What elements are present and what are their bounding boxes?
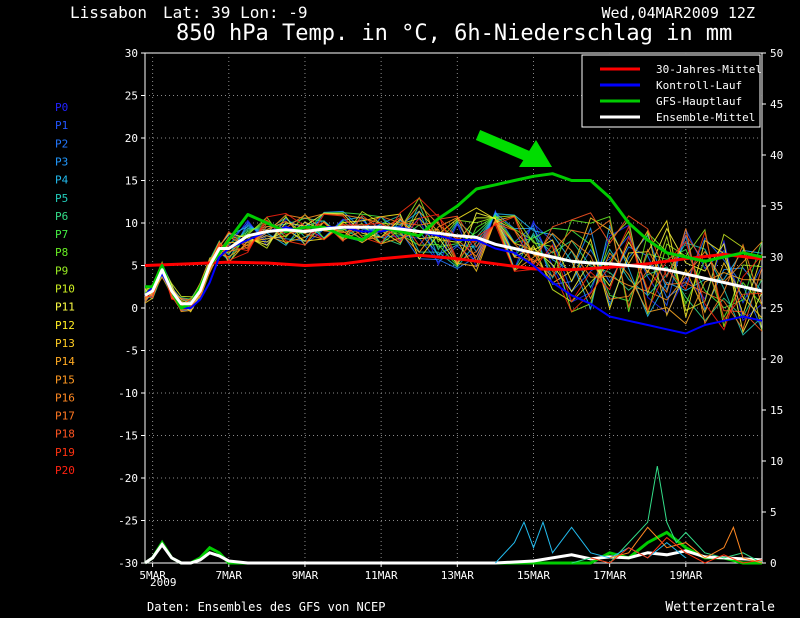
member-label-list: P0 P1 P2 P3 P4 P5 P6 P7 P8 P9 P10 P11 P12 P13 P14 P15 P1…	[55, 101, 75, 477]
member-label-p16: P16	[55, 391, 75, 404]
y-right-tick-label: 25	[770, 302, 783, 315]
y-right-tick-label: 45	[770, 98, 783, 111]
y-axis-left: 30 25 20 15 10 5 0 -5 -10 -15 -20 -25 -30	[118, 47, 145, 570]
coords-label: Lat: 39 Lon: -9	[163, 3, 308, 22]
member-label-p5: P5	[55, 192, 68, 205]
legend: 30-Jahres-Mittel Kontroll-Lauf GFS-Haupt…	[581, 54, 762, 128]
y-left-tick-label: -20	[118, 472, 138, 485]
temp-line-mean	[144, 225, 763, 306]
chart-title: 850 hPa Temp. in °C, 6h-Niederschlag in …	[176, 21, 732, 46]
y-right-tick-label: 30	[770, 251, 783, 264]
x-tick-label: 15MAR	[517, 569, 550, 582]
precip-line-p16	[609, 525, 763, 564]
data-source-label: Daten: Ensembles des GFS von NCEP	[147, 600, 385, 614]
x-tick-label: 19MAR	[669, 569, 702, 582]
legend-label-mean: Ensemble-Mittel	[656, 111, 755, 124]
y-left-tick-label: -15	[118, 430, 138, 443]
legend-label-control: Kontroll-Lauf	[656, 79, 742, 92]
x-tick-label: 5MAR	[139, 569, 166, 582]
member-label-p9: P9	[55, 264, 68, 277]
member-label-p4: P4	[55, 174, 69, 187]
member-label-p1: P1	[55, 119, 68, 132]
temp-line-climate	[144, 252, 763, 272]
legend-label-gfs: GFS-Hauptlauf	[656, 95, 742, 108]
member-label-p15: P15	[55, 373, 75, 386]
member-label-p0: P0	[55, 101, 68, 114]
grid-lines	[145, 53, 762, 563]
x-tick-label: 13MAR	[441, 569, 474, 582]
x-axis: 2009 5MAR 7MAR 9MAR 11MAR 13MAR 15MAR 17MAR 19M…	[139, 563, 703, 589]
y-right-tick-label: 20	[770, 353, 783, 366]
member-label-p18: P18	[55, 428, 75, 441]
member-label-p3: P3	[55, 155, 68, 168]
member-label-p6: P6	[55, 210, 68, 223]
y-left-tick-label: 10	[125, 217, 138, 230]
member-label-p14: P14	[55, 355, 75, 368]
y-left-tick-label: -5	[125, 345, 138, 358]
x-year-label: 2009	[150, 576, 177, 589]
y-right-tick-label: 0	[770, 557, 777, 570]
x-tick-label: 17MAR	[593, 569, 626, 582]
x-tick-label: 9MAR	[292, 569, 319, 582]
run-date-label: Wed,04MAR2009 12Z	[601, 4, 755, 22]
arrow-annotation	[475, 129, 552, 167]
y-right-tick-label: 35	[770, 200, 783, 213]
arrow-shaft	[475, 129, 535, 164]
member-label-p19: P19	[55, 446, 75, 459]
y-right-tick-label: 5	[770, 506, 777, 519]
y-left-tick-label: 30	[125, 47, 138, 60]
y-left-tick-label: 15	[125, 175, 138, 188]
ensemble-member-line-p15	[144, 213, 763, 308]
y-left-tick-label: -25	[118, 515, 138, 528]
legend-box	[581, 54, 761, 128]
y-right-tick-label: 50	[770, 47, 783, 60]
y-right-tick-label: 10	[770, 455, 783, 468]
location-label: Lissabon	[70, 3, 147, 22]
ensemble-member-line-p17	[144, 214, 763, 331]
brand-label: Wetterzentrale	[665, 600, 775, 615]
y-left-tick-label: 20	[125, 132, 138, 145]
member-label-p8: P8	[55, 246, 68, 259]
precipitation-lines	[144, 466, 763, 565]
y-left-tick-label: 25	[125, 90, 138, 103]
member-label-p20: P20	[55, 464, 75, 477]
member-label-p12: P12	[55, 319, 75, 332]
legend-label-climate: 30-Jahres-Mittel	[656, 63, 762, 76]
y-right-tick-label: 40	[770, 149, 783, 162]
precip-line-p19	[590, 536, 763, 564]
y-right-tick-label: 15	[770, 404, 783, 417]
member-label-p7: P7	[55, 228, 68, 241]
member-label-p13: P13	[55, 337, 75, 350]
member-label-p2: P2	[55, 137, 68, 150]
y-left-tick-label: 5	[131, 260, 138, 273]
x-tick-label: 11MAR	[365, 569, 398, 582]
y-left-tick-label: -10	[118, 387, 138, 400]
precip-line-ensemble-mittel	[144, 542, 763, 565]
main-series-lines	[144, 172, 763, 335]
arrow-head	[519, 140, 552, 167]
x-tick-label: 7MAR	[216, 569, 243, 582]
y-left-tick-label: -30	[118, 557, 138, 570]
member-label-p11: P11	[55, 301, 75, 314]
member-label-p17: P17	[55, 410, 75, 423]
y-left-tick-label: 0	[131, 302, 138, 315]
member-label-p10: P10	[55, 283, 75, 296]
